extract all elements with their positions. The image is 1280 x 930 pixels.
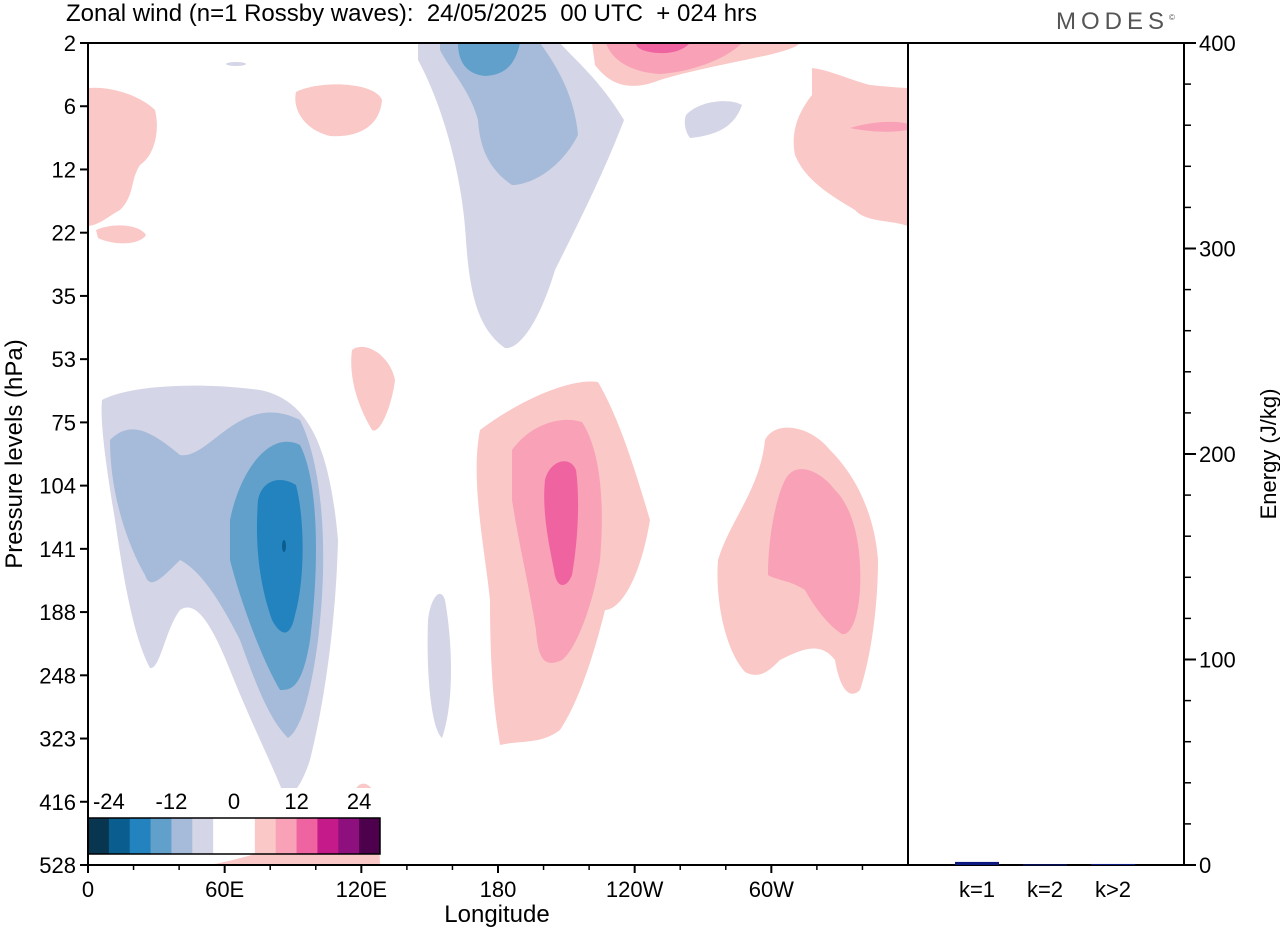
colorbar-swatch bbox=[234, 818, 256, 854]
contour-pos-level3-b bbox=[544, 461, 579, 586]
y-tick-label: 22 bbox=[52, 221, 76, 246]
y-tick-label: 188 bbox=[39, 600, 76, 625]
x-tick-label: 180 bbox=[480, 877, 517, 902]
contour-pos-left-edge bbox=[88, 87, 157, 227]
energy-category-label: k=2 bbox=[1027, 877, 1063, 902]
energy-bar bbox=[955, 861, 999, 865]
y-tick-label: 35 bbox=[52, 284, 76, 309]
contour-neg-level1-small3 bbox=[226, 62, 246, 66]
y-axis-label: Pressure levels (hPa) bbox=[1, 339, 28, 568]
contour-neg-level3 bbox=[458, 43, 520, 76]
logo-text: MODES bbox=[1056, 8, 1170, 35]
energy-tick-label: 300 bbox=[1199, 237, 1236, 262]
chart-title: Zonal wind (n=1 Rossby waves): 24/05/202… bbox=[66, 0, 758, 27]
contour-neg-level1-small2 bbox=[684, 101, 742, 138]
colorbar-swatch bbox=[296, 818, 318, 854]
contour-pos-right-streak bbox=[850, 121, 908, 132]
contour-pos-120e bbox=[351, 346, 395, 431]
contour-field bbox=[88, 43, 908, 865]
x-tick-label: 0 bbox=[82, 877, 94, 902]
contour-pos-level3-a bbox=[636, 43, 690, 54]
energy-bar bbox=[1023, 864, 1067, 866]
contour-neg-level4-lower bbox=[256, 480, 303, 633]
x-tick-label: 120W bbox=[606, 877, 664, 902]
energy-tick-label: 100 bbox=[1199, 648, 1236, 673]
x-axis: 0 60E 120E 180 120W 60W bbox=[82, 865, 864, 902]
colorbar-swatch bbox=[129, 818, 151, 854]
colorbar: -24 -12 0 12 24 bbox=[87, 788, 381, 855]
colorbar-label-bg bbox=[88, 788, 380, 818]
colorbar-swatch bbox=[88, 818, 110, 854]
contour-pos-level2-a bbox=[606, 43, 742, 74]
colorbar-swatch bbox=[150, 818, 172, 854]
contour-pos-60e-upper bbox=[295, 84, 382, 137]
contour-neg-level5-lower bbox=[282, 540, 286, 552]
contour-pos-left-blob bbox=[96, 225, 146, 244]
y-tick-label: 75 bbox=[52, 410, 76, 435]
energy-tick-label: 0 bbox=[1199, 853, 1211, 878]
y-tick-label: 2 bbox=[64, 31, 76, 56]
y-tick-label: 416 bbox=[39, 790, 76, 815]
colorbar-label: -12 bbox=[156, 789, 188, 814]
x-tick-label: 60E bbox=[205, 877, 244, 902]
colorbar-label: 12 bbox=[284, 789, 308, 814]
colorbar-swatch bbox=[192, 818, 214, 854]
y-axis: 2 6 12 22 35 53 75 104 141 188 248 323 416 528 bbox=[39, 31, 88, 878]
colorbar-label: 24 bbox=[347, 789, 371, 814]
y-tick-label: 53 bbox=[52, 347, 76, 372]
colorbar-swatch bbox=[213, 818, 235, 854]
colorbar-swatch bbox=[317, 818, 339, 854]
energy-tick-label: 200 bbox=[1199, 442, 1236, 467]
y-tick-label: 528 bbox=[39, 853, 76, 878]
x-tick-label: 120E bbox=[336, 877, 387, 902]
x-axis-label: Longitude bbox=[444, 901, 549, 928]
y-tick-label: 104 bbox=[39, 474, 76, 499]
energy-bars: k=1 k=2 k>2 bbox=[955, 861, 1135, 902]
y-tick-label: 141 bbox=[39, 537, 76, 562]
contour-neg-level2 bbox=[440, 43, 578, 185]
y-tick-label: 12 bbox=[52, 157, 76, 182]
colorbar-swatch bbox=[275, 818, 297, 854]
colorbar-swatch bbox=[359, 818, 381, 854]
contour-pos-level2-c bbox=[768, 469, 861, 635]
energy-category-label: k>2 bbox=[1095, 877, 1131, 902]
modes-logo: MODES© bbox=[1056, 8, 1175, 35]
colorbar-swatch bbox=[254, 818, 277, 854]
y-tick-label: 248 bbox=[39, 663, 76, 688]
colorbar-swatch bbox=[338, 818, 360, 854]
energy-category-label: k=1 bbox=[959, 877, 995, 902]
colorbar-swatch bbox=[108, 818, 131, 854]
energy-bar bbox=[1091, 863, 1135, 865]
energy-axis: 0 100 200 300 400 bbox=[1184, 31, 1236, 878]
energy-axis-label: Energy (J/kg) bbox=[1256, 389, 1280, 520]
contour-neg-level1-small1 bbox=[427, 593, 451, 738]
colorbar-label: 0 bbox=[228, 789, 240, 814]
colorbar-label: -24 bbox=[93, 789, 125, 814]
colorbar-swatch bbox=[171, 818, 193, 854]
y-tick-label: 6 bbox=[64, 94, 76, 119]
y-tick-label: 323 bbox=[39, 727, 76, 752]
x-tick-label: 60W bbox=[749, 877, 794, 902]
contour-pos-right-edge bbox=[793, 68, 908, 226]
energy-tick-label: 400 bbox=[1199, 31, 1236, 56]
